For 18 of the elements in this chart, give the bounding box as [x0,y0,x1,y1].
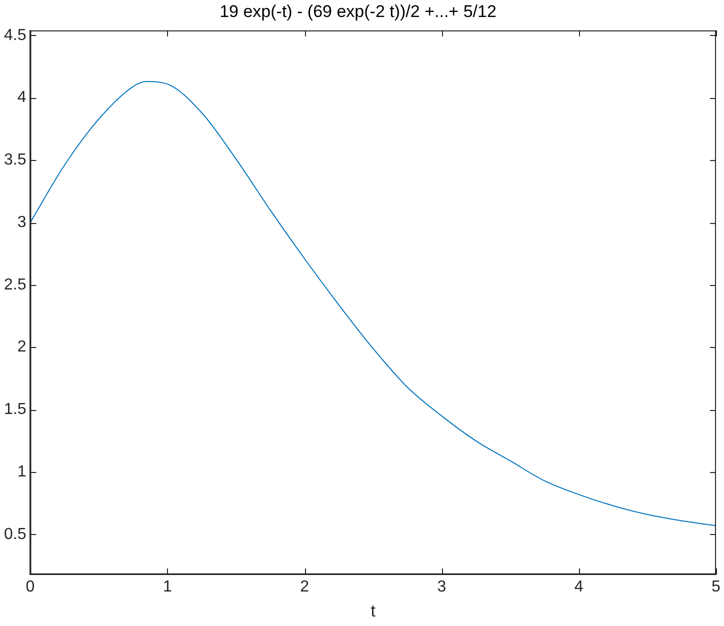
x-tick-label: 2 [300,578,310,596]
y-tick-label: 4 [17,89,26,106]
y-tick-label: 1.5 [4,401,26,418]
line-series [30,81,716,526]
x-tick-label: 4 [574,578,584,596]
x-tick-label: 0 [26,578,35,596]
x-tick-label: 3 [437,578,446,596]
y-tick-label: 3.5 [4,152,26,169]
x-tick-label: 1 [162,578,172,596]
y-tick-label: 1 [17,463,26,480]
x-axis-title: t [370,601,376,620]
y-tick-label: 2 [17,338,26,356]
y-tick-label: 3 [17,214,26,231]
x-tick-label: 5 [712,578,721,596]
y-tick-label: 4.5 [4,26,26,44]
y-tick-label: 2.5 [4,276,26,294]
chart-title: 19 exp(-t) - (69 exp(-2 t))/2 +...+ 5/12 [220,2,496,21]
y-tick-label: 0.5 [4,526,26,543]
